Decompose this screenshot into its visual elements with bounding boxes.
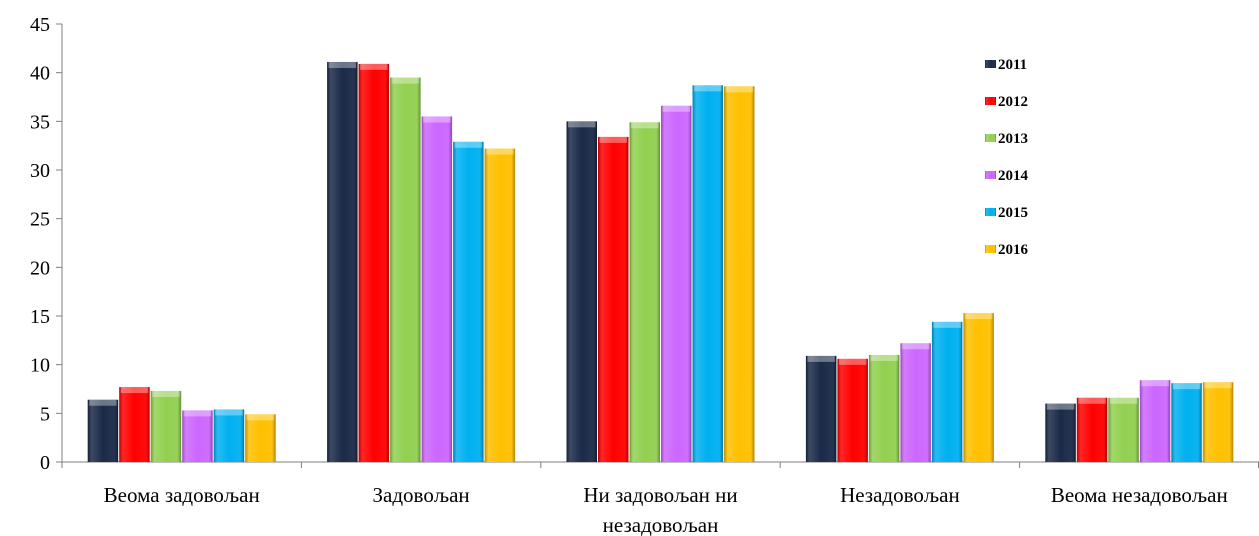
y-tick-label: 5 <box>40 403 50 425</box>
legend-swatch-2013 <box>985 134 996 142</box>
legend: 2011 2012 2013 2014 2015 2016 <box>985 57 1029 258</box>
bar-2016-3 <box>963 313 994 462</box>
y-tick-label: 45 <box>30 14 50 36</box>
y-tick-label: 15 <box>30 306 50 328</box>
bar-2011-4 <box>1045 403 1076 462</box>
x-axis: Веома задовољан Задовољан Ни задовољан ни н… <box>61 461 1259 536</box>
y-tick-label: 30 <box>30 160 50 182</box>
bar-2012-0 <box>119 387 150 462</box>
bar-highlight <box>631 122 659 129</box>
x-category-label: Задовољан <box>373 483 470 507</box>
bar-highlight <box>933 321 961 328</box>
bar-highlight <box>1141 380 1169 387</box>
legend-label-2015: 2015 <box>998 205 1028 221</box>
bar-highlight <box>246 414 275 421</box>
bar-2011-2 <box>566 121 597 462</box>
bar-highlight <box>599 136 627 143</box>
legend-label-2012: 2012 <box>998 94 1028 110</box>
bar-2014-3 <box>900 343 931 462</box>
bar-2013-1 <box>390 77 421 463</box>
bar-2015-3 <box>931 321 963 462</box>
y-axis: 0 5 10 15 20 25 30 35 40 45 <box>30 14 63 474</box>
bar-highlight <box>1078 397 1106 404</box>
bar-2012-1 <box>358 63 390 462</box>
legend-label-2014: 2014 <box>998 168 1029 184</box>
bar-highlight <box>391 77 420 84</box>
legend-label-2013: 2013 <box>998 131 1028 147</box>
bar-highlight <box>901 343 930 350</box>
bar-2015-2 <box>692 85 723 462</box>
bar-highlight <box>152 390 180 397</box>
bar-2015-1 <box>453 141 484 463</box>
y-tick-label: 20 <box>30 257 50 279</box>
bar-highlight <box>89 399 117 406</box>
bar-highlight <box>725 86 753 93</box>
bar-2011-0 <box>87 399 119 462</box>
bar-highlight <box>838 358 867 365</box>
bar-2013-2 <box>629 122 660 462</box>
bar-highlight <box>1172 383 1201 390</box>
bar-highlight <box>215 409 243 416</box>
bar-highlight <box>662 105 690 112</box>
x-category-label: Веома незадовољан <box>1051 483 1228 507</box>
legend-label-2011: 2011 <box>998 57 1027 73</box>
bar-highlight <box>120 387 149 394</box>
bar-2014-2 <box>661 105 692 462</box>
bar-2013-3 <box>868 354 900 462</box>
legend-swatch-2011 <box>985 60 996 68</box>
bar-2011-1 <box>327 61 358 463</box>
bar-2014-4 <box>1139 380 1171 462</box>
y-tick-label: 10 <box>30 355 50 377</box>
bar-2012-3 <box>837 358 868 462</box>
x-category-label: Веома задовољан <box>104 483 260 507</box>
x-category-label: Ни задовољан ни <box>583 483 737 507</box>
bar-2012-4 <box>1076 397 1108 462</box>
bar-2016-2 <box>724 86 755 462</box>
y-tick-label: 25 <box>30 209 50 231</box>
legend-swatch-2012 <box>985 97 996 105</box>
bars <box>87 61 1234 463</box>
bar-2014-1 <box>421 116 453 462</box>
y-tick-label: 0 <box>40 452 50 474</box>
bar-highlight <box>807 355 835 362</box>
bar-highlight <box>568 121 596 128</box>
bar-highlight <box>1204 382 1232 389</box>
bar-highlight <box>1109 397 1138 404</box>
bar-2015-0 <box>213 409 245 462</box>
bar-highlight <box>1046 403 1075 410</box>
bar-highlight <box>423 116 451 123</box>
bar-2014-0 <box>182 410 213 462</box>
bar-2013-0 <box>150 390 182 462</box>
y-tick-label: 35 <box>30 111 50 133</box>
bar-highlight <box>486 148 514 155</box>
y-tick-label: 40 <box>30 63 50 85</box>
bar-2011-3 <box>805 355 837 462</box>
legend-swatch-2016 <box>985 245 996 253</box>
bar-highlight <box>964 313 993 320</box>
x-category-label: незадовољан <box>603 513 719 536</box>
bar-highlight <box>183 410 212 417</box>
legend-swatch-2015 <box>985 208 996 216</box>
bar-highlight <box>328 61 357 68</box>
bar-2016-0 <box>245 414 276 462</box>
bar-2015-4 <box>1171 383 1202 462</box>
bar-highlight <box>694 85 722 92</box>
bar-2013-4 <box>1108 397 1139 462</box>
bar-highlight <box>870 354 898 361</box>
legend-label-2016: 2016 <box>998 242 1029 258</box>
bar-2012-2 <box>598 136 629 462</box>
x-category-label: Незадовољан <box>840 483 960 507</box>
bar-highlight <box>360 63 388 70</box>
legend-swatch-2014 <box>985 171 996 179</box>
bar-2016-4 <box>1202 382 1234 462</box>
bar-2016-1 <box>484 148 516 462</box>
bar-highlight <box>454 141 483 148</box>
